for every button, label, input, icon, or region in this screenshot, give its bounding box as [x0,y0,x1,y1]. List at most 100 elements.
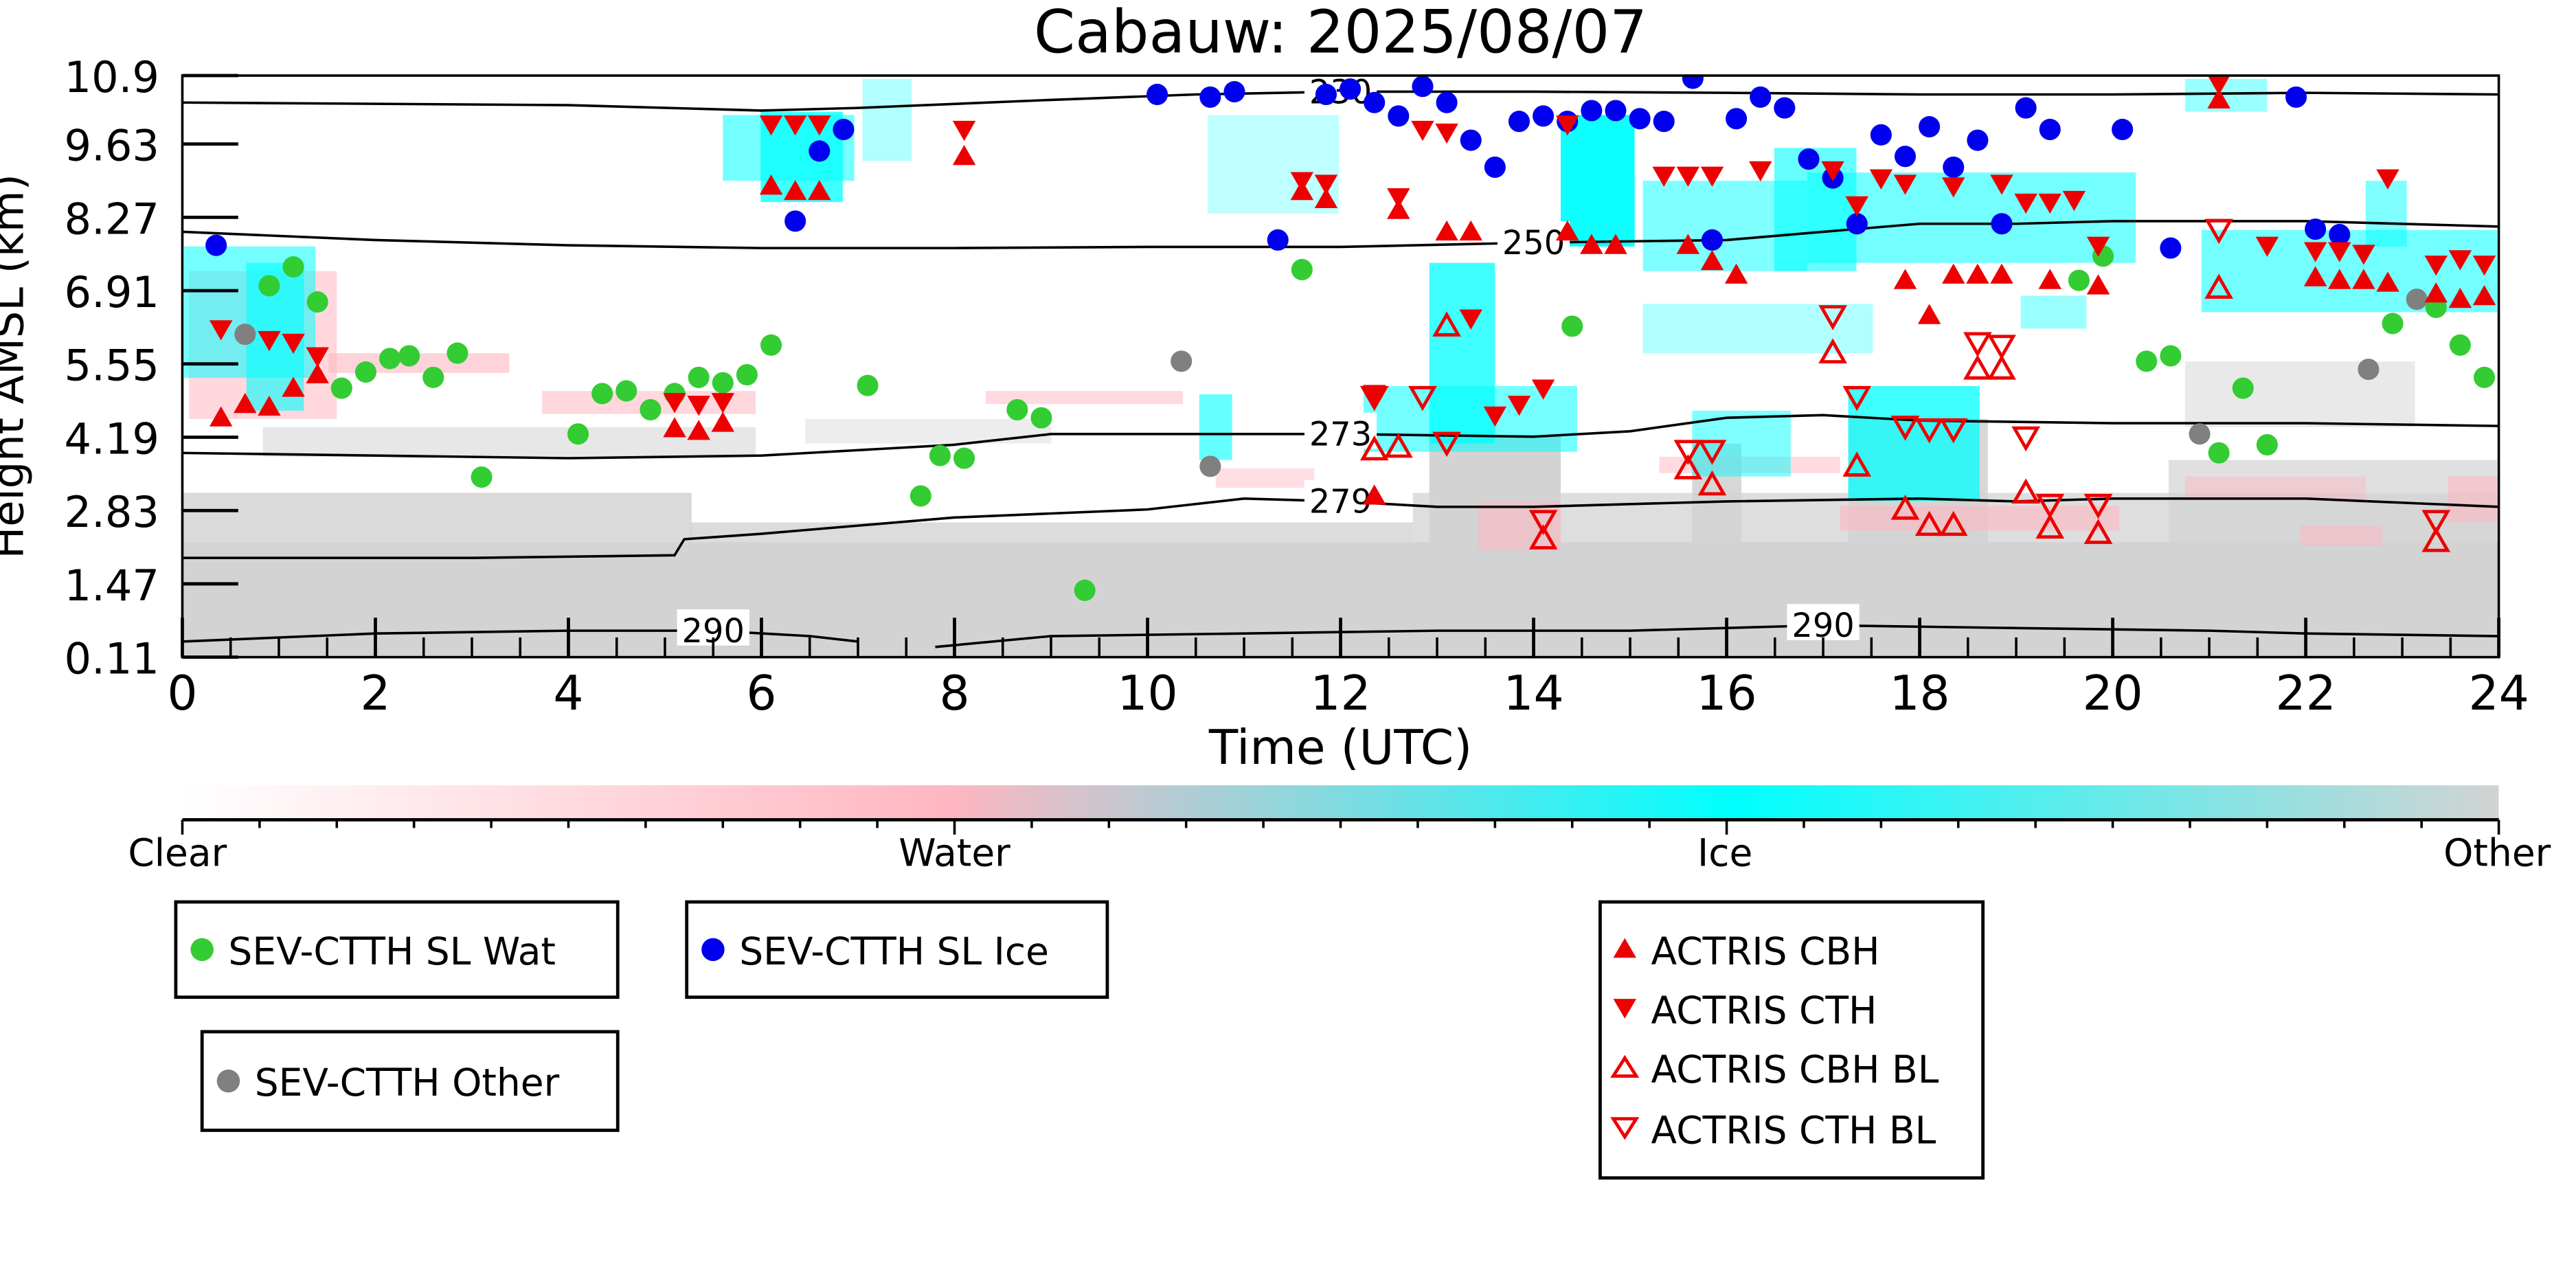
point-actris-cbh [1990,263,2013,284]
point-sev-ctth-sl-ice [1412,76,1434,98]
point-sev-ctth-sl-wat [567,423,589,445]
point-sev-ctth-sl-ice [833,118,855,141]
point-actris-cth [1990,174,2013,195]
point-actris-cbh [808,179,831,201]
point-actris-cbh-bl [1528,524,1558,550]
point-actris-cth [1748,161,1772,182]
point-actris-cbh [711,411,735,432]
point-actris-cth-bl [1818,305,1847,330]
point-actris-cbh-bl [2011,478,2040,504]
point-actris-cth-bl [1963,332,1992,357]
point-actris-cth [1941,177,1965,198]
point-actris-cbh [687,420,710,440]
point-actris-cbh [663,417,686,438]
point-sev-ctth-sl-ice [1894,146,1917,168]
x-tick-label: 20 [2082,666,2143,721]
x-tick-label: 14 [1503,666,1563,721]
point-actris-cbh [2376,271,2399,292]
point-actris-cth-bl [2011,426,2040,452]
point-actris-cth [2424,256,2448,276]
point-sev-ctth-sl-wat [2208,442,2230,464]
legend-marker-actris-cbh-bl [1610,1054,1640,1078]
point-actris-cbh-bl [1383,432,1413,458]
point-actris-cth [1676,166,1700,187]
point-actris-cth [687,396,710,416]
point-sev-ctth-sl-ice [1701,229,1724,251]
point-sev-ctth-sl-ice [2039,118,2061,141]
legend-marker-actris-cth [1613,999,1637,1019]
point-sev-ctth-other [1199,455,1221,477]
legend-actris: ACTRIS CBH ACTRIS CTH ACTRIS CBH BL ACTR… [1598,900,1985,1180]
point-sev-ctth-sl-wat [1291,258,1313,281]
y-axis-ticks: 0.11 1.47 2.83 4.19 5.55 6.91 8.27 9.63 10.9 [65,52,238,684]
legend-sev-ice: SEV-CTTH SL Ice [685,900,1109,999]
point-sev-ctth-sl-ice [1146,83,1168,106]
point-actris-cbh [1362,484,1386,505]
point-sev-ctth-sl-ice [1991,213,2013,235]
y-tick-label: 9.63 [65,121,159,171]
legend-marker-actris-cbh [1613,938,1637,958]
point-actris-cth [1483,406,1507,427]
colorbar: Clear Water Ice Other [128,785,2551,874]
point-sev-ctth-sl-wat [1074,579,1096,601]
point-actris-cbh-bl [2035,513,2065,539]
chart-title: Cabauw: 2025/08/07 [1034,0,1647,67]
point-actris-cth [2038,193,2061,214]
classification-background [182,78,2499,657]
colorbar-label-ice: Ice [1697,831,1752,874]
point-sev-ctth-sl-ice [2285,86,2307,108]
point-actris-cth [1459,309,1482,330]
point-actris-cbh-bl [1818,338,1847,364]
point-actris-cth [1411,120,1434,142]
point-actris-cth [2062,190,2086,212]
colorbar-ticks [181,820,2500,835]
point-sev-ctth-sl-wat [2449,334,2471,356]
legend-label-sev-other: SEV-CTTH Other [255,1061,560,1105]
contour-line-290 [182,629,859,643]
point-actris-cth-bl [1528,510,1558,535]
point-sev-ctth-sl-wat [1006,398,1028,421]
point-actris-cth-bl [1408,385,1437,411]
point-sev-ctth-sl-ice [2112,118,2134,141]
point-actris-cth [1507,396,1531,416]
point-sev-ctth-sl-wat [2256,433,2278,456]
point-actris-cbh-bl [1842,451,1872,477]
contour-label: 279 [1309,484,1372,521]
point-actris-cth-bl [1673,440,1703,465]
point-sev-ctth-sl-wat [929,444,951,466]
point-actris-cth [759,115,783,136]
point-sev-ctth-other [2189,423,2211,445]
point-actris-cbh [1580,234,1603,254]
point-actris-cth [1869,169,1893,190]
point-sev-ctth-sl-ice [1364,91,1386,113]
point-actris-cbh [1435,220,1458,241]
point-actris-cbh [2328,269,2351,289]
point-sev-ctth-sl-wat [258,275,280,297]
point-actris-cbh [952,144,976,166]
point-actris-cth [2328,242,2351,262]
point-sev-ctth-sl-ice [1726,108,1748,130]
contour-label: 250 [1502,225,1565,262]
cloud-height-markers [205,76,2496,601]
point-sev-ctth-sl-ice [1315,83,1337,106]
legend-marker-actris-cth-bl [1610,1117,1640,1140]
x-tick-label: 6 [746,666,776,721]
x-axis-label: Time (UTC) [1208,721,1472,776]
point-sev-ctth-sl-ice [1267,229,1289,251]
point-actris-cth-bl [1987,335,2016,360]
point-actris-cbh [1700,249,1724,271]
point-actris-cth [1314,174,1338,195]
point-actris-cth [1362,385,1386,405]
point-actris-cth [2207,76,2230,95]
point-sev-ctth-other [1171,350,1193,372]
y-tick-label: 10.9 [65,52,159,102]
point-actris-cbh-bl [1939,510,1968,536]
point-actris-cbh [2207,88,2230,109]
point-actris-cbh [1917,304,1941,324]
y-tick-label: 8.27 [65,194,159,244]
point-sev-ctth-sl-wat [2232,377,2254,399]
point-actris-cth [663,393,686,414]
point-actris-cbh [2424,282,2448,303]
point-sev-ctth-sl-ice [1943,156,1965,178]
